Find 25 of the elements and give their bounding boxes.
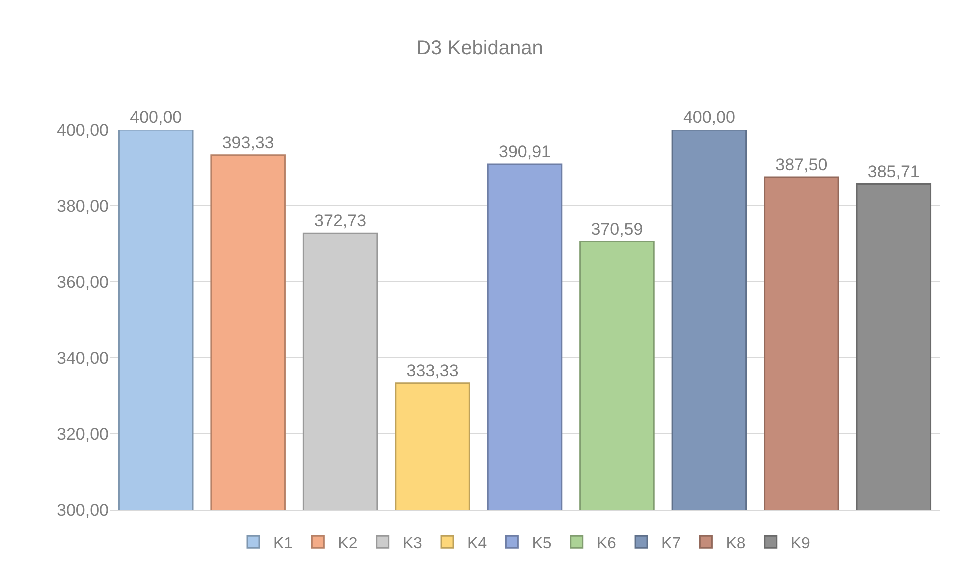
data-label: 372,73: [314, 212, 367, 231]
data-label: 393,33: [222, 133, 274, 152]
legend-label: K7: [662, 535, 682, 552]
data-label: 390,91: [499, 142, 551, 162]
y-tick-label: 320,00: [57, 424, 109, 444]
data-label: 387,50: [776, 156, 828, 174]
y-tick-label: 340,00: [57, 348, 109, 368]
data-label: 400,00: [130, 108, 182, 127]
chart-title: D3 Kebidanan: [416, 38, 544, 60]
y-tick-label: 400,00: [57, 120, 109, 140]
y-tick-label: 300,00: [57, 500, 109, 520]
legend-label: K3: [402, 535, 423, 552]
y-tick-label: 360,00: [57, 272, 109, 292]
data-label: 370,59: [591, 220, 644, 239]
data-label: 333,33: [406, 361, 459, 380]
data-label: 385,71: [868, 162, 920, 182]
data-label: 400,00: [683, 108, 736, 127]
legend-label: K5: [532, 535, 552, 552]
legend-label: K2: [338, 535, 358, 552]
y-tick-label: 380,00: [57, 196, 109, 216]
legend-label: K1: [274, 535, 294, 552]
legend-label: K6: [596, 535, 617, 552]
legend-label: K4: [468, 535, 488, 552]
legend-label: K9: [790, 535, 811, 552]
legend-label: K8: [726, 535, 746, 552]
